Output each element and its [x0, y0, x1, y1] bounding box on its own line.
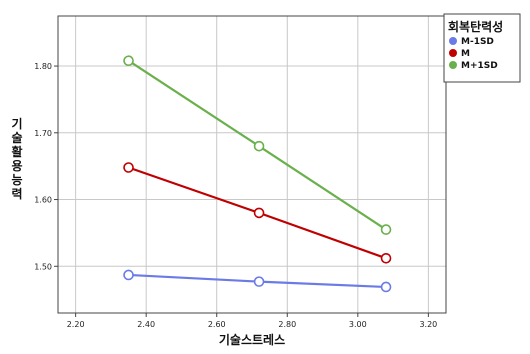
- legend-entry: M: [461, 49, 470, 59]
- series-m-1sd: [123, 269, 392, 293]
- data-point: [253, 207, 265, 219]
- x-tick-label: 3.00: [349, 320, 367, 329]
- legend-entry: M-1SD: [461, 37, 494, 47]
- data-point: [123, 162, 134, 173]
- data-point: [380, 252, 392, 264]
- grid-lines: [54, 16, 446, 317]
- series-layer: [123, 55, 392, 293]
- data-point: [123, 269, 134, 281]
- x-tick-label: 2.80: [278, 320, 296, 329]
- x-axis-title: 기술스트레스: [219, 332, 285, 347]
- x-tick-label: 3.20: [419, 320, 437, 329]
- series-m-1sd: [123, 55, 392, 235]
- data-point: [253, 140, 265, 152]
- x-tick-label: 2.60: [208, 320, 226, 329]
- y-tick-label: 1.50: [34, 262, 52, 271]
- legend-box: [443, 13, 521, 83]
- x-tick-label: 2.40: [137, 320, 155, 329]
- y-tick-label: 1.60: [34, 196, 52, 205]
- x-tick-labels: 2.20 2.40 2.60 2.80 3.00 3.20: [67, 320, 438, 329]
- legend-title: 회복탄력성: [448, 19, 503, 34]
- legend-entry: M+1SD: [461, 61, 498, 71]
- data-point: [123, 55, 134, 67]
- legend: 회복탄력성 M-1SD M M+1SD: [443, 13, 521, 83]
- legend-swatch: [449, 49, 457, 57]
- y-tick-label: 1.80: [34, 62, 52, 71]
- legend-swatch: [449, 61, 457, 69]
- y-tick-labels: 1.50 1.60 1.70 1.80: [34, 62, 52, 271]
- legend-swatch: [449, 37, 457, 45]
- x-tick-label: 2.20: [67, 320, 85, 329]
- y-tick-label: 1.70: [34, 129, 52, 138]
- data-point: [253, 276, 265, 287]
- series-m: [123, 162, 392, 264]
- data-point: [380, 224, 392, 235]
- data-point: [380, 281, 392, 293]
- plot-frame: [57, 15, 447, 314]
